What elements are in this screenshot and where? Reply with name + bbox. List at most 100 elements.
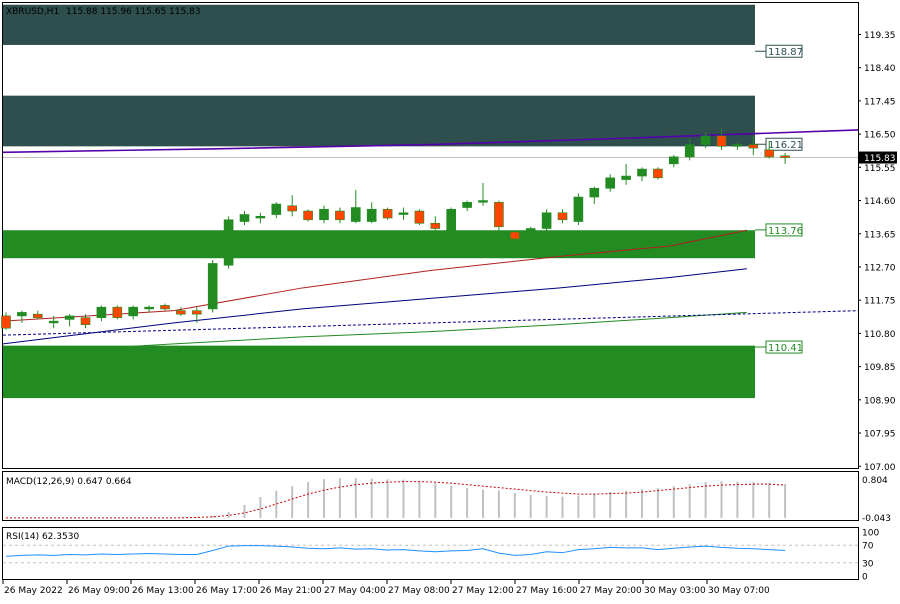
candle-body — [780, 155, 790, 158]
ma-lines — [2, 129, 859, 355]
time-tick-label: 30 May 03:00 — [644, 586, 706, 596]
candle-body — [17, 312, 27, 317]
time-tick-label: 26 May 21:00 — [260, 586, 322, 596]
rsi-label: RSI(14) 62.3530 — [6, 532, 79, 542]
rsi-pane-frame — [2, 527, 859, 580]
candle-body — [192, 310, 202, 315]
level-label-box — [765, 340, 803, 354]
time-tick-label: 26 May 2022 — [4, 586, 63, 596]
price-tick-label: 117.45 — [864, 97, 896, 107]
price-tick-label: 119.35 — [864, 31, 896, 41]
candle-body — [446, 208, 457, 231]
candle-body — [287, 205, 298, 212]
macd-label: MACD(12,26,9) 0.647 0.664 — [6, 477, 132, 487]
rsi-tick-label: 30 — [862, 559, 874, 569]
macd-signal-line — [6, 481, 786, 519]
moving-average-line — [2, 268, 747, 345]
candle-body — [557, 212, 568, 221]
price-tick-label: 114.60 — [864, 197, 896, 207]
price-tick-label: 115.55 — [864, 164, 896, 174]
price-axis: 119.35 118.40 117.45 116.50 115.55 114.60 113.… — [858, 31, 896, 473]
rsi-pane — [3, 544, 858, 564]
candle-body — [525, 228, 536, 240]
candle-body — [176, 310, 186, 315]
time-tick-label: 30 May 07:00 — [708, 586, 770, 596]
main-pane-frame — [2, 2, 859, 469]
time-tick-label: 27 May 20:00 — [580, 586, 642, 596]
rsi-tick-label: 0 — [862, 573, 868, 583]
time-tick-label: 27 May 08:00 — [388, 586, 450, 596]
candle-body — [48, 320, 59, 324]
zones — [3, 4, 755, 399]
candle-body — [621, 175, 631, 180]
moving-average-line — [2, 129, 859, 154]
rsi-line — [5, 545, 786, 557]
price-tick-label: 107.95 — [864, 430, 896, 440]
candle-body — [32, 313, 43, 318]
macd-top-label: 0.804 — [862, 476, 888, 486]
candle-body — [1, 315, 11, 329]
candles — [1, 128, 790, 330]
candle-body — [462, 201, 472, 208]
time-tick-label: 26 May 09:00 — [68, 586, 130, 596]
candle-body — [478, 200, 488, 203]
time-tick-label: 27 May 04:00 — [324, 586, 386, 596]
candle-body — [366, 208, 377, 222]
candle-body — [398, 212, 409, 215]
candle-body — [160, 305, 170, 310]
moving-average-line — [2, 229, 747, 322]
macd-bottom-label: -0.043 — [862, 514, 891, 524]
macd-pane-frame — [2, 471, 859, 521]
candle-body — [382, 208, 393, 219]
zone-rect — [3, 345, 755, 399]
candle-body — [732, 144, 743, 147]
level-label-box — [765, 44, 803, 58]
candle-body — [64, 315, 75, 320]
current-price-label: 115.83 — [864, 154, 896, 164]
rsi-tick-label: 100 — [862, 529, 879, 539]
zone-rect — [3, 4, 755, 45]
candle-body — [144, 306, 154, 310]
macd-pane — [6, 478, 787, 519]
moving-average-line — [2, 311, 747, 355]
level-label: 110.41 — [768, 343, 803, 354]
candle-body — [223, 219, 234, 266]
candle-body — [605, 177, 616, 189]
candle-body — [541, 212, 552, 229]
price-tick-label: 107.00 — [864, 463, 896, 473]
candle-body — [764, 149, 775, 158]
candle-body — [239, 214, 250, 222]
level-label-box — [765, 223, 803, 237]
symbol-label: XBRUSD,H1 — [6, 7, 59, 17]
level-label-box — [765, 137, 803, 151]
candle-body — [96, 306, 107, 318]
level-label: 118.87 — [768, 47, 803, 58]
candle-body — [414, 210, 425, 224]
time-tick-label: 26 May 13:00 — [132, 586, 194, 596]
level-label: 116.21 — [768, 140, 803, 151]
zone-rect — [3, 230, 755, 259]
candle-body — [271, 203, 282, 215]
candle-body — [112, 306, 123, 318]
candle-body — [573, 196, 584, 222]
time-tick-label: 27 May 16:00 — [516, 586, 578, 596]
candle-body — [494, 201, 504, 228]
candle-body — [716, 135, 727, 147]
zone-rect — [3, 95, 755, 147]
candle-body — [653, 168, 663, 179]
level-label: 113.76 — [768, 226, 803, 237]
candle-body — [255, 215, 266, 219]
rsi-tick-label: 70 — [862, 542, 874, 552]
candle-body — [80, 317, 91, 325]
time-axis: 26 May 2022 26 May 09:00 26 May 13:00 26 Ma… — [2, 580, 770, 596]
rsi-axis: 100 70 30 0 — [862, 529, 879, 583]
candle-body — [700, 135, 711, 145]
candle-body — [668, 156, 679, 165]
price-tick-label: 108.90 — [864, 396, 896, 406]
candle-body — [207, 263, 218, 310]
candle-body — [589, 188, 600, 198]
level-labels: 118.87 116.21 113.76 110.41 — [755, 44, 803, 354]
candle-body — [319, 208, 329, 221]
price-tick-label: 111.75 — [864, 297, 896, 307]
